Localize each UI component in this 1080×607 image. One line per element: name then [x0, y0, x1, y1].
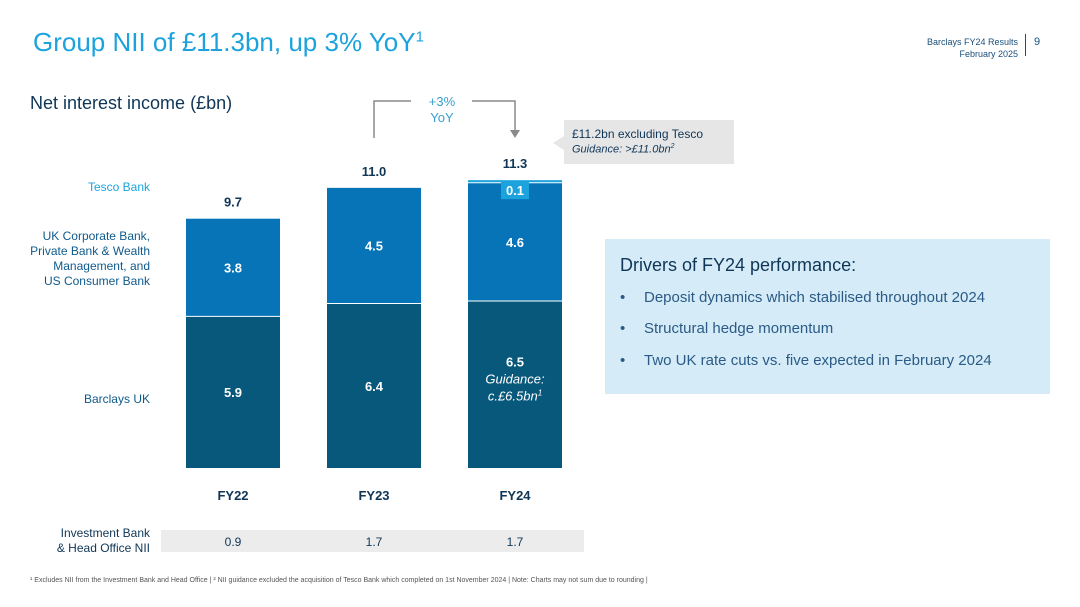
data-label-tesco: 0.1	[506, 183, 524, 198]
yoy-line: YoY	[430, 110, 454, 125]
tesco-label-box	[501, 181, 529, 200]
ib-row-value: 1.7	[507, 535, 524, 549]
callout-guidance: Guidance: >£11.0bn2	[572, 143, 675, 156]
ib-row-value: 1.7	[366, 535, 383, 549]
yoy-bracket-right	[472, 100, 516, 132]
bar-uk-corporate-bank-private-bank	[327, 187, 421, 304]
legend-label-line: Management, and	[53, 259, 150, 273]
header-meta-line: February 2025	[959, 49, 1018, 59]
category-label: FY22	[217, 488, 248, 503]
header-divider	[1025, 34, 1026, 56]
bullet-icon: •	[620, 352, 626, 369]
investment-bank-label-line: Investment Bank	[60, 526, 150, 540]
ib-row-cell	[443, 530, 584, 552]
total-label: 11.3	[503, 156, 528, 171]
legend-label-line: UK Corporate Bank,	[42, 229, 150, 243]
data-label-barclays-uk: 5.9	[224, 385, 242, 400]
bar-barclays-uk	[468, 300, 562, 468]
bar-uk-corporate-bank-private-bank	[186, 218, 280, 317]
drivers-title: Drivers of FY24 performance:	[620, 255, 857, 275]
yoy-bracket-left	[373, 100, 411, 138]
legend-label-tesco: Tesco Bank	[87, 180, 150, 194]
data-label-uk-corporate-bank-private-bank: 4.6	[506, 235, 524, 250]
bullet-icon: •	[620, 289, 626, 306]
bar-barclays-uk	[327, 303, 421, 468]
footnote: ¹ Excludes NII from the Investment Bank …	[30, 577, 648, 584]
category-label: FY23	[358, 488, 389, 503]
callout-text: £11.2bn excluding Tesco	[572, 127, 703, 141]
legend-label-line: US Consumer Bank	[43, 274, 150, 288]
chart-title: Net interest income (£bn)	[30, 93, 233, 113]
header-meta: Barclays FY24 Results February 2025	[927, 36, 1018, 60]
total-label: 11.0	[362, 164, 387, 179]
legend-label-line: Private Bank & Wealth	[30, 244, 150, 258]
yoy-line: +3%	[428, 94, 456, 109]
driver-item: • Structural hedge momentum	[620, 320, 834, 337]
data-label-uk-corporate-bank-private-bank: 4.5	[365, 239, 383, 254]
bullet-icon: •	[620, 320, 626, 337]
page-title: Group NII of £11.3bn, up 3% YoY1	[33, 27, 424, 57]
header-meta-line: Barclays FY24 Results	[926, 37, 1018, 47]
ib-row-cell	[161, 530, 302, 552]
guidance-label: Guidance:	[485, 371, 545, 386]
drivers-panel	[605, 239, 1050, 394]
callout-box	[564, 120, 734, 164]
bar-barclays-uk	[186, 316, 280, 468]
legend-label-barclays-uk: Barclays UK	[83, 392, 150, 406]
investment-bank-label-line: & Head Office NII	[56, 541, 150, 555]
ib-row-value: 0.9	[225, 535, 242, 549]
yoy-arrow-head	[510, 130, 520, 138]
total-label: 9.7	[224, 195, 242, 210]
guidance-value: c.£6.5bn1	[488, 388, 542, 403]
legend-label-corporate: UK Corporate Bank, Private Bank & Wealth…	[0, 229, 150, 289]
driver-item: • Deposit dynamics which stabilised throu…	[620, 289, 986, 306]
page-number: 9	[1034, 36, 1041, 48]
callout-pointer	[553, 136, 564, 150]
ib-row-cell	[302, 530, 443, 552]
data-label-barclays-uk: 6.5	[506, 354, 524, 369]
data-label-barclays-uk: 6.4	[365, 379, 384, 394]
yoy-annotation: +3% YoY	[415, 94, 469, 126]
category-label: FY24	[499, 488, 531, 503]
investment-bank-label: Investment Bank & Head Office NII	[20, 526, 150, 556]
data-label-uk-corporate-bank-private-bank: 3.8	[224, 261, 242, 276]
driver-item: • Two UK rate cuts vs. five expected in F…	[620, 352, 992, 369]
bar-uk-corporate-bank-private-bank	[468, 182, 562, 301]
